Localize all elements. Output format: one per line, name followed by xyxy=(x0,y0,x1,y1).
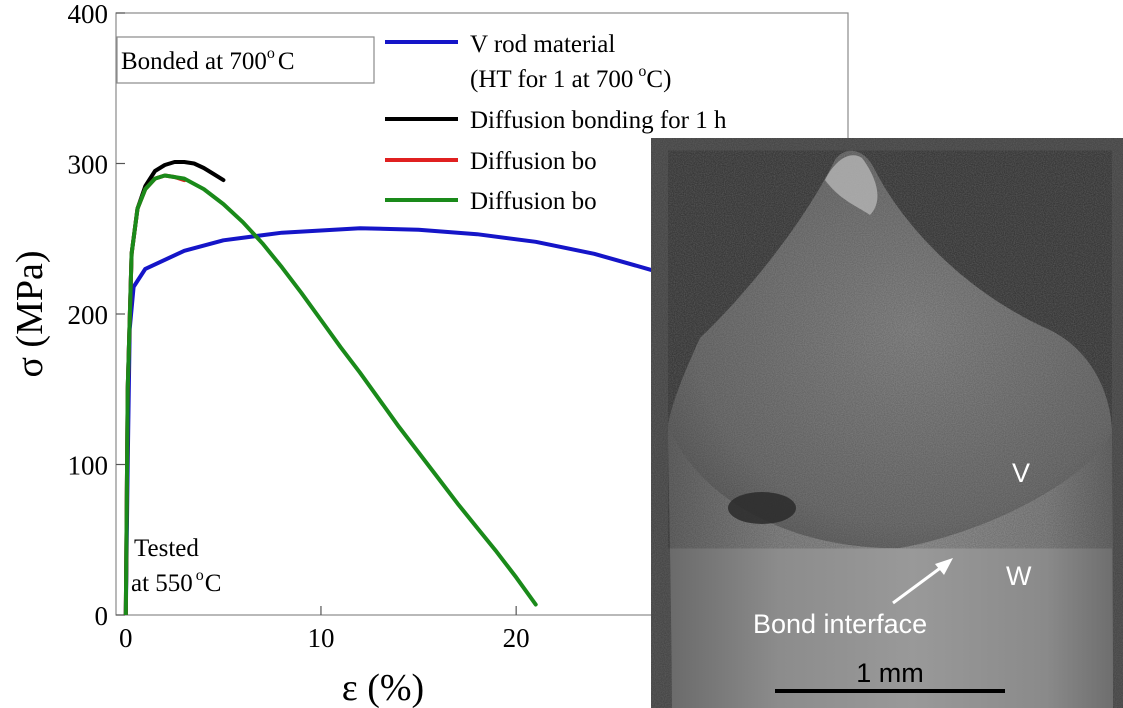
bonded-annotation-degree: o xyxy=(267,45,275,62)
tested-annotation-line1: Tested xyxy=(134,535,199,562)
label-w: W xyxy=(1006,561,1032,591)
bonded-annotation-text: Bonded at 700 xyxy=(121,48,267,75)
y-tick-label: 0 xyxy=(95,601,109,631)
bonded-annotation: Bonded at 700o C xyxy=(121,45,295,75)
specimen-cone-texture xyxy=(668,150,1112,549)
specimen-dark-pit xyxy=(728,492,796,524)
bond-interface-label: Bond interface xyxy=(753,609,927,639)
tested-annotation-line2: at 550 oC xyxy=(131,567,221,597)
x-tick-label: 20 xyxy=(503,623,530,653)
specimen-tip-highlight xyxy=(825,155,878,215)
tested-annotation-unit: C xyxy=(205,570,222,597)
legend-label-v-rod-line2-text: (HT for 1 at 700 xyxy=(470,66,633,93)
y-axis-ticks: 0 100 200 300 400 xyxy=(68,0,125,631)
legend-label-v-rod: V rod material xyxy=(470,31,615,58)
x-tick-label: 0 xyxy=(119,623,133,653)
legend-label-v-rod-line2: (HT for 1 at 700 oC) xyxy=(470,63,671,93)
y-tick-label: 100 xyxy=(68,451,109,481)
legend-label-bond-red: Diffusion bo xyxy=(470,148,597,175)
scale-bar-label: 1 mm xyxy=(856,658,924,688)
interface-arrow xyxy=(892,558,953,605)
bonded-annotation-box xyxy=(116,36,375,84)
legend-label-bond-1h: Diffusion bonding for 1 h xyxy=(470,107,727,134)
legend: V rod material (HT for 1 at 700 oC) Diffu… xyxy=(385,31,727,215)
tested-annotation-degree: o xyxy=(196,567,204,584)
y-tick-label: 200 xyxy=(68,300,109,330)
x-axis-ticks: 0102030 xyxy=(119,606,725,653)
x-axis-label: ε (%) xyxy=(342,667,424,708)
y-tick-label: 400 xyxy=(68,0,109,29)
legend-label-v-rod-line2-unit: C) xyxy=(646,66,671,93)
sem-micrograph: V W Bond interface 1 mm xyxy=(651,138,1123,708)
specimen-shaft xyxy=(668,425,1113,708)
x-tick-label: 10 xyxy=(307,623,334,653)
legend-label-bond-green: Diffusion bo xyxy=(470,188,597,215)
scale-bar xyxy=(775,689,1005,693)
y-axis-label: σ (MPa) xyxy=(9,250,51,377)
bonded-annotation-unit: C xyxy=(278,48,295,75)
label-v: V xyxy=(1012,458,1030,488)
series-line-bond-green xyxy=(123,173,538,615)
legend-label-v-rod-line2-degree: o xyxy=(638,63,646,80)
tested-annotation-text: at 550 xyxy=(131,570,193,597)
y-tick-label: 300 xyxy=(68,150,109,180)
